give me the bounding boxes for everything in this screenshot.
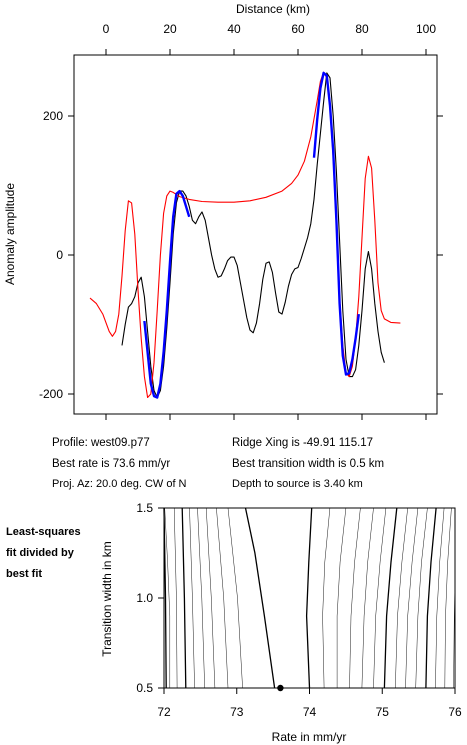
side-note-line-2: fit divided by bbox=[6, 547, 74, 559]
x-tick-label: 20 bbox=[163, 22, 177, 36]
x-tick-label: 0 bbox=[103, 22, 110, 36]
contour-line bbox=[349, 507, 361, 689]
rate-axis-label: Rate in mm/yr bbox=[272, 730, 347, 744]
x-axis-label: Distance (km) bbox=[236, 2, 310, 16]
width-tick-label: 0.5 bbox=[136, 681, 153, 695]
x-tick-label: 40 bbox=[227, 22, 241, 36]
contour-tick-marks bbox=[158, 507, 456, 694]
contour-line bbox=[189, 507, 195, 689]
y-axis-label: Anomaly amplitude bbox=[3, 183, 17, 285]
contour-line bbox=[435, 507, 445, 689]
contour-line bbox=[164, 507, 171, 688]
depth-text: Depth to source is 3.40 km bbox=[232, 478, 363, 490]
contour-line bbox=[322, 507, 331, 689]
width-tick-labels: 0.5 1.0 1.5 bbox=[136, 501, 153, 695]
profile-text: Profile: west09.p77 bbox=[52, 437, 150, 449]
model-profile-line bbox=[89, 71, 401, 399]
contour-frame bbox=[163, 507, 456, 689]
contour-line bbox=[383, 507, 398, 689]
rate-tick-label: 75 bbox=[376, 705, 390, 719]
contour-line bbox=[395, 507, 408, 689]
tick-marks bbox=[68, 49, 443, 420]
fit-segment-line bbox=[312, 71, 360, 376]
fit-segment-line bbox=[143, 189, 191, 399]
x-tick-label: 100 bbox=[416, 22, 436, 36]
contour-line bbox=[373, 507, 387, 689]
contour-line bbox=[173, 507, 178, 689]
rate-tick-label: 76 bbox=[448, 705, 462, 719]
contour-line bbox=[415, 507, 428, 689]
profile-series bbox=[89, 71, 401, 399]
contour-line bbox=[305, 507, 313, 689]
best-rate-text: Best rate is 73.6 mm/yr bbox=[52, 458, 171, 470]
best-fit-marker bbox=[277, 684, 284, 692]
y-tick-label: -200 bbox=[39, 387, 63, 401]
best-transition-text: Best transition width is 0.5 km bbox=[232, 458, 385, 470]
rate-tick-label: 72 bbox=[157, 705, 171, 719]
contour-line bbox=[425, 507, 437, 689]
side-note: Least-squares fit divided by best fit bbox=[6, 522, 106, 585]
ridge-xing-text: Ridge Xing is -49.91 115.17 bbox=[232, 437, 374, 449]
best-fit-point bbox=[277, 684, 284, 692]
plot-frame bbox=[73, 54, 438, 415]
contour-line bbox=[163, 507, 167, 689]
side-note-line-3: best fit bbox=[6, 568, 43, 580]
y-tick-label: 200 bbox=[43, 109, 63, 123]
contour-line bbox=[336, 507, 347, 688]
contour-line bbox=[205, 507, 216, 689]
anomaly-profile-chart: Distance (km) 0 20 40 60 80 100 -200 0 200 Anom… bbox=[3, 2, 443, 420]
rate-tick-label: 74 bbox=[303, 705, 317, 719]
contour-line bbox=[361, 507, 374, 689]
x-tick-label: 80 bbox=[355, 22, 369, 36]
contour-line bbox=[244, 507, 276, 689]
contour-line bbox=[181, 507, 187, 689]
contour-line bbox=[197, 507, 205, 689]
contour-line bbox=[453, 579, 456, 689]
proj-az-text: Proj. Az: 20.0 deg. CW of N bbox=[52, 478, 187, 490]
contour-lines bbox=[163, 507, 456, 689]
width-tick-label: 1.5 bbox=[136, 501, 153, 515]
x-tick-label: 60 bbox=[291, 22, 305, 36]
rate-tick-labels: 72 73 74 75 76 bbox=[157, 705, 462, 719]
observed-profile-line bbox=[121, 72, 385, 399]
y-tick-label: 0 bbox=[56, 248, 63, 262]
x-tick-labels: 0 20 40 60 80 100 bbox=[103, 22, 437, 36]
rate-tick-label: 73 bbox=[230, 705, 244, 719]
y-tick-labels: -200 0 200 bbox=[39, 109, 63, 401]
side-note-line-1: Least-squares bbox=[6, 526, 81, 538]
width-tick-label: 1.0 bbox=[136, 591, 153, 605]
contour-line bbox=[227, 507, 243, 689]
contour-line bbox=[405, 507, 419, 689]
contour-line bbox=[216, 507, 229, 689]
contour-line bbox=[444, 507, 452, 689]
